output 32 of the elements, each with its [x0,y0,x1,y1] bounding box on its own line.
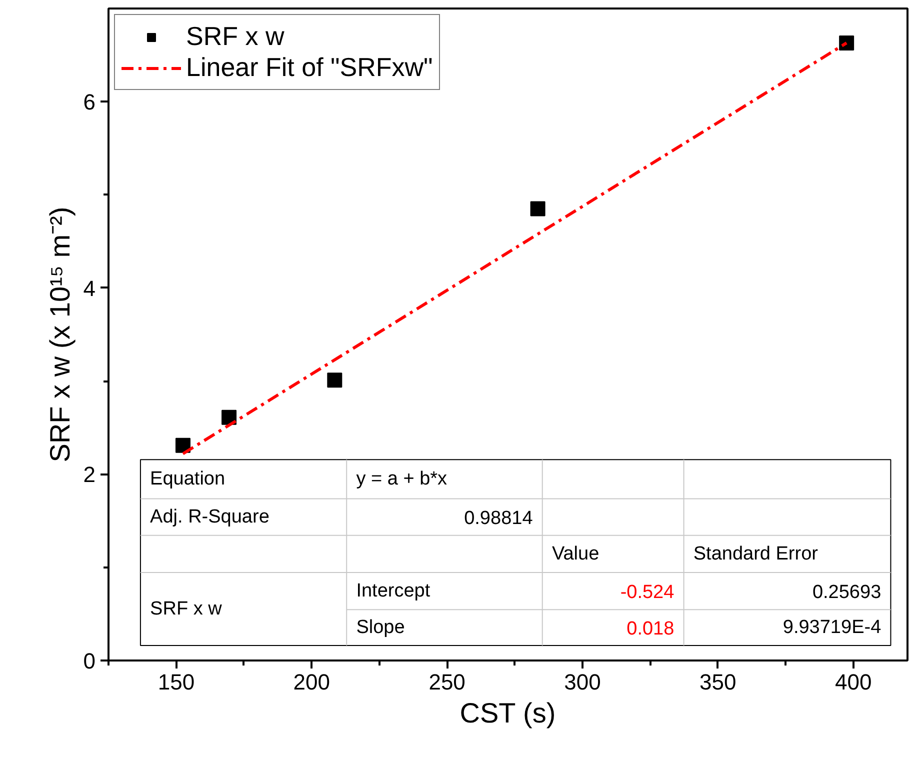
y-tick-label: 6 [83,90,96,115]
annotation: Adj. R-Square [150,506,270,528]
point [530,201,546,216]
x-tick-label: 300 [564,670,601,694]
annotation: -0.524 [620,582,675,604]
y-tick-label: 2 [83,462,96,488]
annotation: 0.018 [626,618,674,640]
annotation: Equation [150,468,226,490]
annotation: Value [552,543,600,564]
annotation: Standard Error [693,543,819,564]
annotation: 0.98814 [464,508,534,530]
annotation: Slope [356,617,405,638]
x-tick-label: 350 [700,670,736,694]
x-axis-title: CST (s) [460,698,556,728]
point [327,372,342,388]
point [839,35,854,50]
y-tick-label: 4 [83,276,96,301]
annotation: SRF x w [150,598,222,620]
legend-label: Linear Fit of "SRFxw" [186,52,433,83]
x-tick-label: 150 [158,670,195,694]
legend-label: SRF x w [186,21,284,52]
y-tick-label: 0 [83,648,96,674]
y-axis-title: SRF x w (x 10¹⁵ m⁻²) [44,206,76,462]
annotation: 0.25693 [812,582,882,604]
point [222,410,237,425]
annotation: Intercept [356,580,431,602]
point [175,438,190,453]
x-tick-label: 250 [428,670,466,694]
annotation: y = a + b*x [356,468,448,490]
annotation: 9.93719E-4 [782,617,882,638]
x-tick-label: 200 [293,670,330,694]
x-tick-label: 400 [834,670,872,694]
